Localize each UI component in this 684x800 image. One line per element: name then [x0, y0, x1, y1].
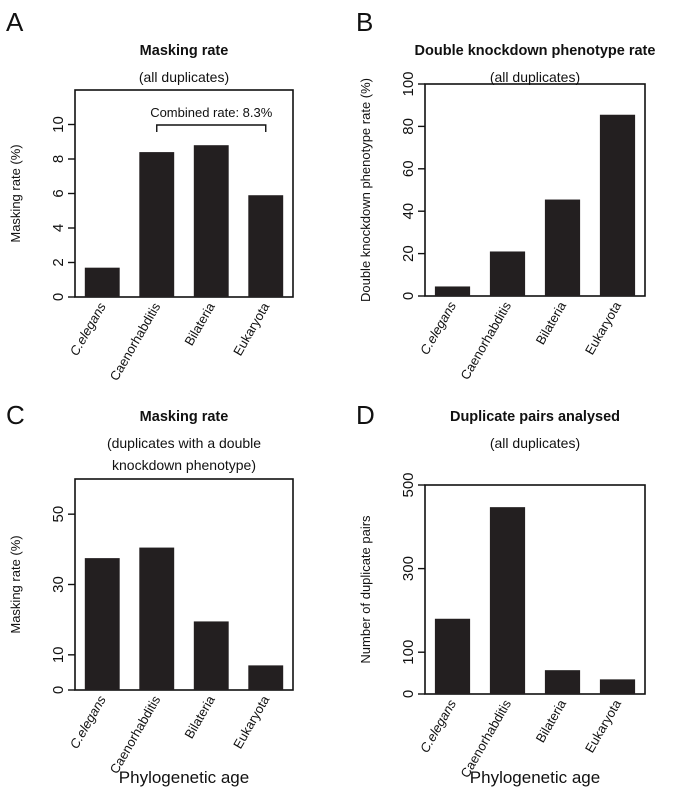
- panel-b-y-tick-label: 0: [400, 292, 417, 300]
- panel-b-category-label: C.elegans: [417, 299, 460, 358]
- panel-d-y-tick-label: 0: [400, 690, 417, 698]
- panel-c-letter: C: [6, 400, 25, 430]
- panel-b-y-tick-label: 60: [400, 160, 417, 177]
- panel-b-y-tick-label: 20: [400, 245, 417, 262]
- panel-c-category-label: Caenorhabditis: [107, 693, 164, 777]
- panel-a-subtitle-line: (all duplicates): [139, 69, 229, 85]
- panel-d-subtitle-line: (all duplicates): [490, 435, 580, 451]
- panel-b-letter: B: [356, 7, 373, 37]
- panel-d-y-axis-label: Number of duplicate pairs: [358, 515, 373, 664]
- panel-a-category-label: C.elegans: [67, 300, 110, 359]
- panel-d-title: Duplicate pairs analysed: [450, 409, 620, 425]
- panel-b-category-label: Caenorhabditis: [457, 299, 514, 383]
- panel-a-y-axis-label: Masking rate (%): [8, 144, 23, 242]
- panel-d-y-tick-label: 100: [400, 640, 417, 665]
- panel-a-y-tick-label: 6: [50, 189, 67, 197]
- panel-b-y-tick-label: 100: [400, 71, 417, 96]
- panel-a-y-tick-label: 2: [50, 258, 67, 266]
- panel-d-bar: [434, 618, 471, 694]
- panel-a-bar: [193, 145, 229, 297]
- panel-b-category-label: Eukaryota: [582, 298, 625, 357]
- panel-b-bar: [489, 251, 526, 296]
- panel-d-y-tick-label: 500: [400, 472, 417, 497]
- panel-b-y-tick-label: 80: [400, 118, 417, 135]
- panel-c-subtitle-line: knockdown phenotype): [112, 457, 256, 473]
- panel-c-category-label: Bilateria: [181, 692, 218, 741]
- panel-b-y-tick-label: 40: [400, 203, 417, 220]
- panel-c-category-label: Eukaryota: [230, 692, 273, 751]
- panel-c-y-tick-label: 50: [50, 506, 67, 523]
- panel-c-bar: [139, 547, 175, 690]
- panel-c-bar: [84, 558, 120, 690]
- panel-b-subtitle-line: (all duplicates): [490, 69, 580, 85]
- panel-d-letter: D: [356, 400, 375, 430]
- panel-b-title: Double knockdown phenotype rate: [415, 43, 656, 59]
- panel-a-category-label: Caenorhabditis: [107, 300, 164, 384]
- panel-d-x-axis-label: Phylogenetic age: [470, 768, 600, 787]
- panel-b-category-label: Bilateria: [533, 298, 570, 347]
- panel-d-y-tick-label: 300: [400, 556, 417, 581]
- panel-c-subtitle-line: (duplicates with a double: [107, 435, 261, 451]
- panel-a-annotation: Combined rate: 8.3%: [150, 105, 273, 120]
- panel-a-category-label: Eukaryota: [230, 299, 273, 358]
- panel-c-bar: [248, 665, 284, 690]
- panel-b-bar: [434, 286, 471, 296]
- panel-d-bar: [489, 507, 526, 694]
- panel-a-y-tick-label: 4: [50, 224, 67, 232]
- panel-c-bar: [193, 621, 229, 690]
- panel-a-y-tick-label: 0: [50, 293, 67, 301]
- panel-c-title: Masking rate: [140, 409, 229, 425]
- panel-a-title: Masking rate: [140, 43, 229, 59]
- panel-a-bar: [84, 267, 120, 297]
- panel-d-bar: [544, 670, 581, 694]
- panel-b-y-axis-label: Double knockdown phenotype rate (%): [358, 78, 373, 302]
- panel-c-y-tick-label: 30: [50, 576, 67, 593]
- panel-b-bar: [544, 199, 581, 296]
- panel-c-category-label: C.elegans: [67, 693, 110, 752]
- panel-b-plot-frame: [424, 83, 646, 297]
- panel-a-letter: A: [6, 7, 24, 37]
- panel-d-bar: [599, 679, 636, 694]
- panel-c-y-axis-label: Masking rate (%): [8, 535, 23, 633]
- panel-a-bar: [248, 195, 284, 297]
- panel-d-plot-frame: [424, 484, 646, 695]
- panel-c-y-tick-label: 10: [50, 646, 67, 663]
- panel-c-y-tick-label: 0: [50, 686, 67, 694]
- panel-a-y-tick-label: 10: [50, 116, 67, 133]
- panel-d-category-label: C.elegans: [417, 697, 460, 756]
- panel-c-x-axis-label: Phylogenetic age: [119, 768, 249, 787]
- panel-d-category-label: Bilateria: [533, 696, 570, 745]
- panel-a-bar: [139, 152, 175, 297]
- panel-d-category-label: Eukaryota: [582, 696, 625, 755]
- panel-a-y-tick-label: 8: [50, 155, 67, 163]
- panel-a-bracket: [156, 124, 267, 132]
- panel-b-bar: [599, 114, 636, 297]
- panel-a-category-label: Bilateria: [181, 299, 218, 348]
